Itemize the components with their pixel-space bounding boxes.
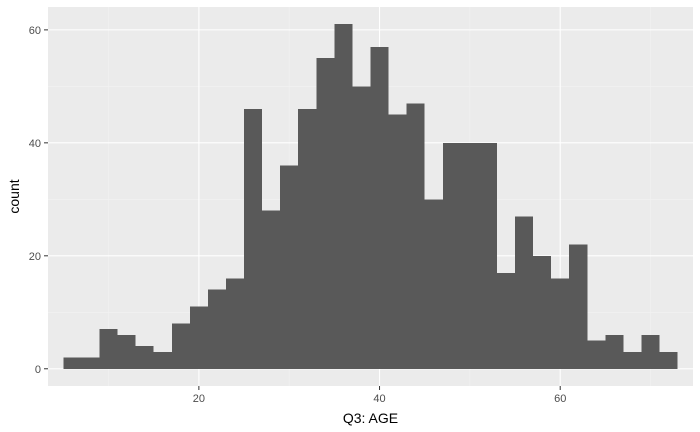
histogram-bar <box>569 244 588 369</box>
histogram-bar <box>99 329 118 369</box>
x-tick-label: 40 <box>373 393 385 405</box>
histogram-bar <box>442 142 461 369</box>
x-tick-label: 60 <box>554 393 566 405</box>
histogram-bar <box>225 278 245 369</box>
y-tick-label: 0 <box>35 364 41 376</box>
histogram-bar <box>551 278 570 369</box>
histogram-bar <box>478 142 497 369</box>
x-axis-title: Q3: AGE <box>343 410 398 426</box>
histogram-bar <box>334 24 353 369</box>
histogram-bar <box>117 334 136 369</box>
histogram-bar <box>352 86 371 369</box>
histogram-bar <box>171 323 190 369</box>
y-axis-ticks: 0 20 40 60 <box>29 25 48 376</box>
histogram-bar <box>406 103 425 369</box>
histogram-bars <box>63 24 678 369</box>
histogram-bar <box>81 357 100 369</box>
histogram-bar <box>533 255 552 369</box>
histogram-bar <box>298 108 317 369</box>
histogram-bar <box>424 199 443 369</box>
histogram-bar <box>388 114 407 369</box>
histogram-bar <box>262 210 281 369</box>
histogram-bar <box>515 216 534 369</box>
histogram-bar <box>135 346 154 369</box>
histogram-bar <box>496 272 516 369</box>
y-tick-label: 60 <box>29 25 41 37</box>
histogram-bar <box>605 334 624 369</box>
histogram-bar <box>460 142 479 369</box>
histogram-bar <box>623 351 642 369</box>
histogram-bar <box>641 334 660 369</box>
y-tick-label: 20 <box>29 251 41 263</box>
histogram-bar <box>280 165 299 369</box>
histogram-bar <box>153 351 172 369</box>
histogram-bar <box>316 58 335 369</box>
histogram-bar <box>370 46 389 369</box>
histogram-bar <box>189 306 208 369</box>
y-tick-label: 40 <box>29 138 41 150</box>
histogram-bar <box>63 357 82 369</box>
y-axis-title: count <box>6 179 22 213</box>
histogram-bar <box>244 108 263 369</box>
histogram-bar <box>587 340 606 369</box>
histogram-bar <box>207 289 226 369</box>
histogram-bar <box>659 351 678 369</box>
x-axis-ticks: 20 40 60 <box>193 386 566 405</box>
x-tick-label: 20 <box>193 393 205 405</box>
